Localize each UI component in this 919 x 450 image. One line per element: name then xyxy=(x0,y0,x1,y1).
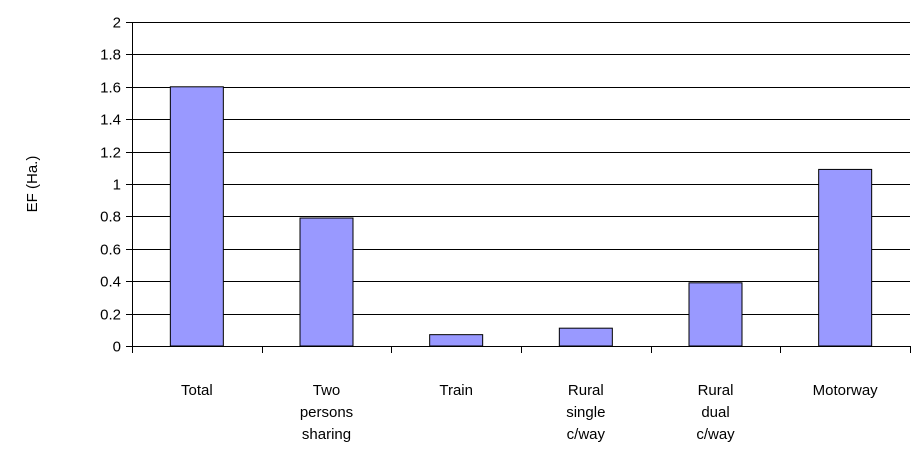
gridlines xyxy=(132,22,910,315)
bars xyxy=(169,86,873,347)
y-tick-label: 1.4 xyxy=(100,112,121,129)
y-tick-label: 1.8 xyxy=(100,47,121,64)
x-category-label: Motorway xyxy=(813,382,879,399)
y-tick-labels: 0 0.2 0.4 0.6 0.8 1 1.2 1.4 1.6 1.8 2 xyxy=(100,15,121,356)
y-tick-label: 1 xyxy=(113,177,121,194)
x-category-label: persons xyxy=(300,404,353,421)
x-category-label: Two xyxy=(313,382,341,399)
bar xyxy=(299,217,354,347)
axes xyxy=(126,22,911,353)
bar xyxy=(429,334,484,347)
bar xyxy=(818,168,873,347)
x-category-label: Rural xyxy=(698,382,734,399)
x-category-labels: Total Two persons sharing Train Rural single c/… xyxy=(181,382,878,443)
x-category-label: single xyxy=(566,404,605,421)
bar xyxy=(688,282,743,347)
y-axis-title: EF (Ha.) xyxy=(24,156,41,213)
bar xyxy=(558,327,613,347)
x-category-label: dual xyxy=(701,404,729,421)
y-tick-label: 1.6 xyxy=(100,80,121,97)
x-category-label: sharing xyxy=(302,426,351,443)
y-tick-label: 1.2 xyxy=(100,145,121,162)
bar xyxy=(169,86,224,347)
y-tick-label: 2 xyxy=(113,15,121,32)
x-category-label: Rural xyxy=(568,382,604,399)
y-tick-label: 0.4 xyxy=(100,274,121,291)
x-category-label: Train xyxy=(439,382,473,399)
x-category-label: Total xyxy=(181,382,213,399)
y-tick-label: 0.8 xyxy=(100,209,121,226)
y-tick-label: 0.6 xyxy=(100,242,121,259)
y-tick-label: 0.2 xyxy=(100,307,121,324)
x-category-label: c/way xyxy=(567,426,606,443)
x-category-label: c/way xyxy=(696,426,735,443)
y-tick-label: 0 xyxy=(113,339,121,356)
